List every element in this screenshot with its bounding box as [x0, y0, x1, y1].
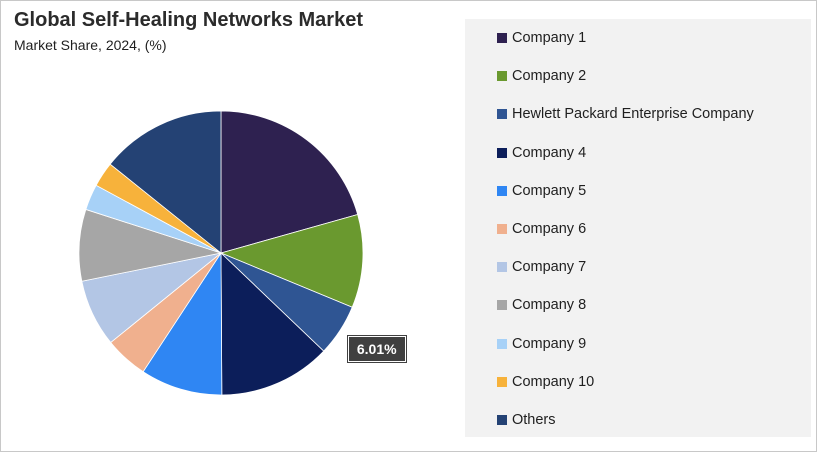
legend-swatch — [497, 376, 507, 387]
legend-swatch — [497, 109, 507, 120]
legend: Company 1 Company 2 Hewlett Packard Enterp… — [465, 19, 811, 437]
legend-item-hewlett-packard-enterprise-company: Hewlett Packard Enterprise Company — [497, 104, 754, 124]
legend-label: Hewlett Packard Enterprise Company — [512, 106, 754, 123]
data-label-hpe: 6.01% — [347, 336, 406, 363]
legend-item-company-4: Company 4 — [497, 143, 586, 163]
legend-item-company-6: Company 6 — [497, 219, 586, 239]
legend-label: Company 7 — [512, 259, 587, 276]
legend-item-company-9: Company 9 — [497, 334, 586, 354]
legend-label: Company 5 — [512, 182, 587, 199]
pie-slice-company-2 — [219, 213, 364, 308]
pie-chart — [78, 110, 364, 396]
legend-label: Company 6 — [512, 221, 587, 237]
legend-swatch — [497, 415, 507, 425]
legend-label: Company 10 — [512, 373, 595, 390]
pie-slice-company-1 — [220, 110, 359, 254]
legend-swatch — [497, 33, 507, 43]
legend-label: Company 1 — [512, 30, 587, 46]
legend-swatch — [497, 185, 507, 196]
chart-subtitle: Market Share, 2024, (%) — [14, 37, 167, 53]
legend-item-others: Others — [497, 410, 556, 430]
legend-item-company-8: Company 8 — [497, 295, 586, 315]
legend-item-company-7: Company 7 — [497, 257, 586, 277]
chart-title: Global Self-Healing Networks Market — [14, 9, 363, 31]
legend-item-company-2: Company 2 — [497, 66, 586, 86]
legend-label: Company 2 — [512, 68, 587, 85]
legend-item-company-5: Company 5 — [497, 181, 586, 201]
legend-swatch — [497, 71, 507, 82]
legend-label: Company 9 — [512, 335, 587, 352]
legend-label: Others — [512, 412, 556, 428]
legend-swatch — [497, 262, 507, 273]
pie-slice-company-4 — [220, 252, 325, 396]
legend-swatch — [497, 338, 507, 349]
legend-label: Company 4 — [512, 144, 587, 161]
legend-swatch — [497, 300, 507, 311]
pie-slice-others — [109, 110, 222, 254]
legend-item-company-10: Company 10 — [497, 372, 594, 392]
legend-swatch — [497, 224, 507, 234]
legend-label: Company 8 — [512, 297, 587, 314]
legend-swatch — [497, 147, 507, 158]
pie-slice-company-5 — [142, 251, 223, 396]
legend-item-company-1: Company 1 — [497, 28, 586, 48]
